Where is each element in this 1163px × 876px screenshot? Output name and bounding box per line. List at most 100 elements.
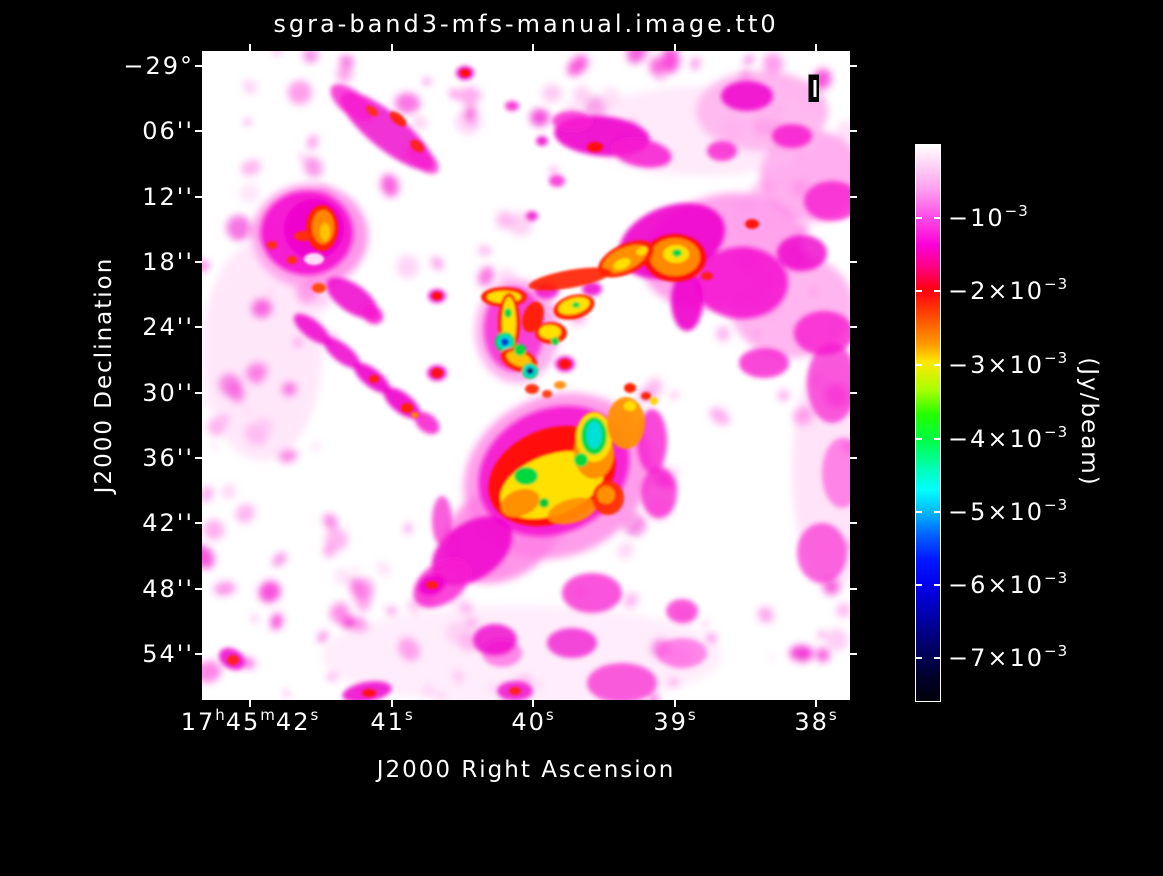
noise-blob	[396, 254, 419, 279]
emission-blob	[572, 302, 580, 308]
colorbar-tick-right	[934, 290, 940, 292]
noise-blob	[744, 55, 754, 65]
emission-blob	[504, 308, 512, 318]
y-tick-label: 48''	[142, 575, 194, 603]
emission-blob	[410, 139, 424, 153]
x-tick-superscript: s	[828, 706, 838, 724]
x-tick-mark-top	[674, 44, 676, 51]
noise-blob	[385, 607, 398, 616]
emission-blob	[267, 241, 277, 249]
colorbar-tick-text: −5×10	[948, 498, 1045, 526]
noise-blob	[777, 389, 790, 402]
emission-blob	[807, 343, 850, 423]
noise-blob	[325, 528, 348, 551]
noise-blob	[202, 260, 209, 271]
noise-blob	[670, 391, 679, 399]
y-tick-mark-left	[195, 457, 202, 459]
y-tick-mark-left	[195, 261, 202, 263]
x-tick-label: 39s	[565, 706, 785, 736]
emission-blob	[528, 267, 612, 291]
emission-blob	[514, 467, 538, 485]
y-tick-mark-left	[195, 326, 202, 328]
y-tick-mark-right	[850, 653, 857, 655]
y-tick-label: 30''	[142, 379, 194, 407]
noise-blob	[818, 630, 825, 638]
y-tick-mark-right	[850, 65, 857, 67]
emission-blob	[624, 401, 636, 411]
emission-blob	[526, 211, 538, 221]
colorbar-unit-label: (Jy/beam)	[1076, 357, 1102, 487]
noise-blob	[404, 523, 412, 534]
emission-blob	[227, 655, 239, 665]
noise-blob	[789, 645, 814, 662]
noise-blob	[457, 86, 481, 105]
y-tick-label: 06''	[142, 117, 194, 145]
noise-blob	[323, 513, 338, 530]
sky-map-raster	[202, 51, 850, 700]
y-tick-mark-right	[850, 522, 857, 524]
noise-blob	[701, 619, 710, 629]
emission-blob	[552, 111, 592, 131]
emission-blob	[804, 181, 850, 221]
colorbar-tick-left	[916, 438, 922, 440]
colorbar-tick-right	[934, 511, 940, 513]
y-tick-label: 24''	[142, 313, 194, 341]
x-tick-text: 40	[511, 708, 546, 736]
emission-blob	[522, 301, 544, 333]
noise-blob	[302, 51, 319, 63]
emission-blob	[202, 241, 322, 461]
emission-blob	[525, 384, 539, 394]
noise-blob	[572, 85, 591, 104]
colorbar-tick-label: −7×10−3	[948, 642, 1068, 673]
noise-blob	[339, 55, 354, 71]
emission-blob	[547, 497, 597, 525]
noise-blob	[235, 503, 255, 524]
emission-blob	[389, 111, 407, 127]
noise-blob	[272, 51, 282, 56]
noise-blob	[211, 442, 218, 451]
noise-blob	[449, 89, 459, 99]
x-tick-mark-bottom	[674, 700, 676, 707]
emission-blob	[612, 138, 672, 168]
noise-blob	[312, 290, 331, 310]
noise-blob	[272, 552, 287, 567]
y-tick-mark-left	[195, 522, 202, 524]
emission-blob	[320, 223, 330, 241]
y-tick-label: −29°	[123, 52, 194, 80]
noise-blob	[303, 156, 323, 178]
y-tick-mark-right	[850, 457, 857, 459]
colorbar-tick-right	[934, 217, 940, 219]
y-tick-mark-left	[195, 65, 202, 67]
noise-blob	[768, 654, 775, 661]
emission-blob	[797, 523, 847, 583]
noise-blob	[334, 568, 351, 585]
emission-blob	[641, 468, 677, 518]
emission-blob	[505, 101, 519, 111]
x-tick-superscript: h	[215, 706, 226, 724]
noise-blob	[495, 210, 514, 229]
emission-blob	[696, 247, 788, 319]
colorbar-tick-superscript: −3	[1004, 202, 1029, 220]
colorbar-tick-superscript: −3	[1044, 275, 1069, 293]
noise-blob	[221, 484, 236, 499]
colorbar-tick-right	[934, 438, 940, 440]
emission-blob	[721, 81, 773, 111]
emission-blob	[582, 282, 602, 296]
emission-blob	[506, 351, 532, 367]
x-tick-superscript: s	[404, 706, 414, 724]
x-tick-superscript: m	[260, 706, 276, 724]
noise-blob	[394, 92, 421, 114]
emission-blob	[460, 69, 470, 77]
y-tick-mark-left	[195, 196, 202, 198]
beam-ellipse-icon	[813, 80, 817, 97]
y-tick-label: 36''	[142, 444, 194, 472]
emission-blob	[330, 84, 374, 122]
colorbar-tick-text: −7×10	[948, 644, 1045, 672]
emission-blob	[597, 486, 615, 504]
x-tick-label: 38s	[706, 706, 926, 736]
noise-blob	[202, 400, 208, 407]
emission-blob	[294, 231, 312, 241]
emission-blob	[671, 271, 703, 331]
x-axis-title: J2000 Right Ascension	[376, 757, 676, 783]
